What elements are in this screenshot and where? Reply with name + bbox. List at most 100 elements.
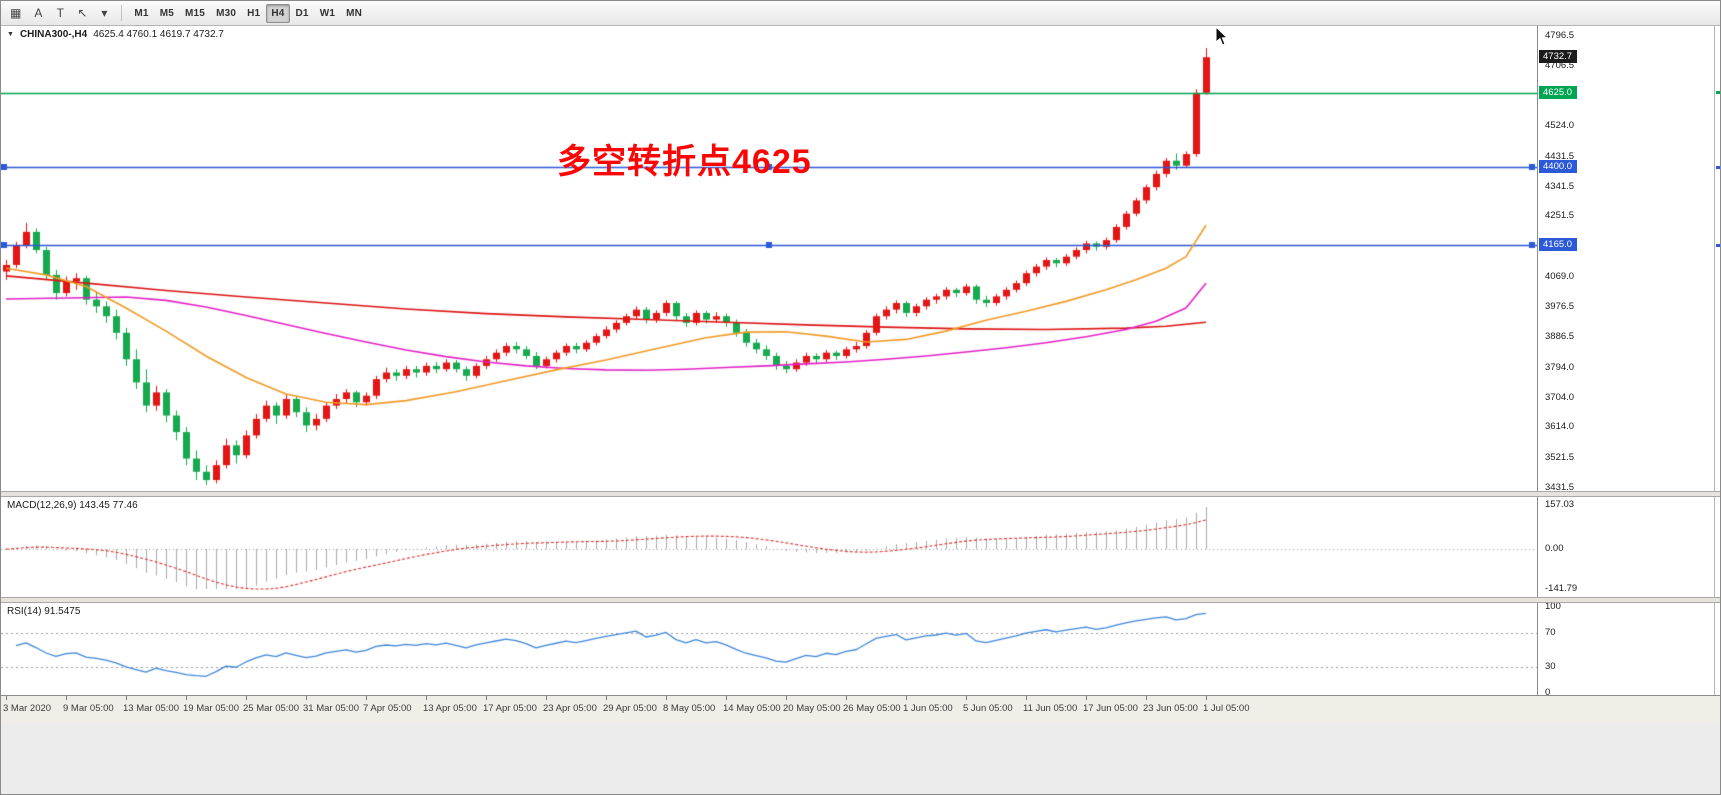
turning-point-annotation[interactable]: 多空转折点4625 xyxy=(557,143,812,181)
price-tick-label: 4251.5 xyxy=(1545,210,1575,222)
macd-scale-label: -141.79 xyxy=(1545,583,1578,594)
main-price-chart[interactable] xyxy=(1,26,1537,491)
time-axis-label: 19 Mar 05:00 xyxy=(183,703,239,714)
time-axis-label: 23 Apr 05:00 xyxy=(543,703,597,714)
rsi-panel: RSI(14) 91.5475 xyxy=(1,603,1537,695)
timeframe-button-H4[interactable]: H4 xyxy=(266,3,290,23)
macd-panel: MACD(12,26,9) 143.45 77.46 xyxy=(1,497,1537,597)
panel-separator[interactable] xyxy=(1,597,1720,603)
time-axis-label: 9 Mar 05:00 xyxy=(63,703,114,714)
time-axis-label: 8 May 05:00 xyxy=(663,703,716,714)
toolbar-cursor-tool-icon[interactable]: ↖ xyxy=(77,6,88,20)
macd-scale-label: 0.00 xyxy=(1545,543,1564,555)
time-tick xyxy=(786,696,787,700)
time-tick xyxy=(486,696,487,700)
timeframe-button-M5[interactable]: M5 xyxy=(159,7,174,19)
time-axis-label: 11 Jun 05:00 xyxy=(1023,703,1078,714)
timeframe-button-MN[interactable]: MN xyxy=(346,7,363,19)
time-axis-label: 26 May 05:00 xyxy=(843,703,901,714)
price-tick-label: 4431.5 xyxy=(1545,150,1575,162)
timeframe-button-D1[interactable]: D1 xyxy=(295,7,309,19)
edge-level-mark xyxy=(1716,165,1720,169)
time-axis-label: 5 Jun 05:00 xyxy=(963,703,1013,714)
time-axis: 3 Mar 2020 9 Mar 05:00 13 Mar 05:00 19 Mar … xyxy=(1,695,1720,723)
toolbar-chart-grid-icon[interactable]: ▦ xyxy=(10,6,22,20)
time-axis-label: 17 Jun 05:00 xyxy=(1083,703,1138,714)
price-tick-label: 3431.5 xyxy=(1545,481,1575,493)
panel-separator[interactable] xyxy=(1,491,1720,497)
price-tick-label: 4069.0 xyxy=(1545,270,1575,282)
time-tick xyxy=(606,696,607,700)
right-edge-strip xyxy=(1714,26,1720,695)
timeframe-button-W1[interactable]: W1 xyxy=(319,7,336,19)
time-tick xyxy=(126,696,127,700)
timeframe-button-M1[interactable]: M1 xyxy=(134,7,149,19)
time-axis-label: 17 Apr 05:00 xyxy=(483,703,537,714)
price-tick-label: 3794.0 xyxy=(1545,361,1575,373)
macd-label: MACD(12,26,9) 143.45 77.46 xyxy=(7,500,138,511)
time-axis-label: 29 Apr 05:00 xyxy=(603,703,657,714)
price-tick-label: 4796.5 xyxy=(1545,30,1575,42)
timeframe-button-H1[interactable]: H1 xyxy=(247,7,261,19)
chart-window: ▼ CHINA300-,H4 4625.4 4760.1 4619.7 4732… xyxy=(1,26,1720,794)
time-axis-label: 3 Mar 2020 xyxy=(3,703,52,714)
mouse-cursor-icon xyxy=(1215,27,1229,46)
time-tick xyxy=(6,696,7,700)
level-price-tag-4625.0[interactable]: 4625.0 xyxy=(1539,85,1578,99)
macd-indicator-chart[interactable] xyxy=(1,497,1537,597)
chart-quote-header: ▼ CHINA300-,H4 4625.4 4760.1 4619.7 4732… xyxy=(7,29,224,40)
time-axis-label: 20 May 05:00 xyxy=(783,703,841,714)
rsi-scale-label: 100 xyxy=(1545,601,1561,612)
current-price-tag: 4732.7 xyxy=(1539,50,1578,64)
rsi-scale-label: 0 xyxy=(1545,687,1551,698)
toolbar-drawing-tool-icon[interactable]: T xyxy=(56,6,65,20)
edge-level-mark xyxy=(1716,243,1720,247)
time-axis-label: 7 Apr 05:00 xyxy=(363,703,412,714)
price-tick-label: 4524.0 xyxy=(1545,120,1575,132)
chart-ohlc-values: 4625.4 4760.1 4619.7 4732.7 xyxy=(93,29,224,40)
toolbar-separator xyxy=(121,5,123,21)
price-tick-label: 3704.0 xyxy=(1545,391,1575,403)
time-axis-label: 25 Mar 05:00 xyxy=(243,703,299,714)
time-tick xyxy=(366,696,367,700)
chart-symbol-label: CHINA300-,H4 xyxy=(19,29,88,40)
time-axis-label: 1 Jul 05:00 xyxy=(1203,703,1250,714)
time-tick xyxy=(726,696,727,700)
price-tick-label: 4341.5 xyxy=(1545,180,1575,192)
time-axis-label: 13 Apr 05:00 xyxy=(423,703,477,714)
toolbar-dropdown-caret-icon[interactable]: ▾ xyxy=(101,6,108,20)
time-tick xyxy=(1146,696,1147,700)
timeframe-button-M30[interactable]: M30 xyxy=(216,7,237,19)
time-tick xyxy=(546,696,547,700)
price-axis: 4796.54706.54616.54524.04431.54341.54251… xyxy=(1537,26,1714,698)
time-tick xyxy=(666,696,667,700)
price-tick-label: 3521.5 xyxy=(1545,452,1575,464)
symbol-dropdown-icon[interactable]: ▼ xyxy=(7,31,14,38)
time-axis-label: 31 Mar 05:00 xyxy=(303,703,359,714)
main-chart-panel: ▼ CHINA300-,H4 4625.4 4760.1 4619.7 4732… xyxy=(1,26,1537,491)
price-tick-label: 3614.0 xyxy=(1545,421,1575,433)
rsi-indicator-chart[interactable] xyxy=(1,603,1537,695)
timeframe-button-M15[interactable]: M15 xyxy=(185,7,206,19)
level-price-tag-4400.0[interactable]: 4400.0 xyxy=(1539,160,1578,174)
time-axis-label: 1 Jun 05:00 xyxy=(903,703,953,714)
level-price-tag-4165.0[interactable]: 4165.0 xyxy=(1539,238,1578,252)
time-tick xyxy=(186,696,187,700)
status-area xyxy=(1,723,1720,794)
time-tick xyxy=(906,696,907,700)
time-tick xyxy=(1086,696,1087,700)
toolbar-text-annotation-icon[interactable]: A xyxy=(34,6,43,20)
time-tick xyxy=(426,696,427,700)
rsi-scale-label: 70 xyxy=(1545,626,1556,638)
time-tick xyxy=(1206,696,1207,700)
time-axis-label: 14 May 05:00 xyxy=(723,703,781,714)
time-axis-label: 23 Jun 05:00 xyxy=(1143,703,1198,714)
rsi-scale-label: 30 xyxy=(1545,661,1556,673)
rsi-label: RSI(14) 91.5475 xyxy=(7,606,81,617)
price-tick-label: 3976.5 xyxy=(1545,301,1575,313)
price-tick-label: 3886.5 xyxy=(1545,331,1575,343)
price-tick-label: 4706.5 xyxy=(1545,59,1575,71)
time-tick xyxy=(1026,696,1027,700)
time-tick xyxy=(246,696,247,700)
